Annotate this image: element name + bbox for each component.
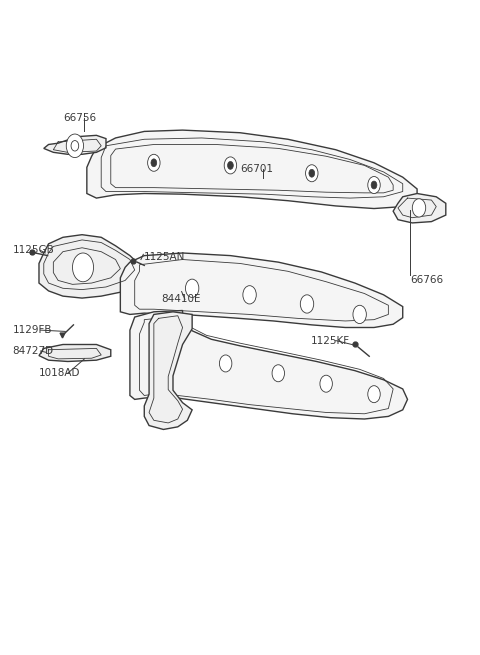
Polygon shape [144,312,192,430]
Circle shape [306,165,318,181]
Circle shape [219,355,232,372]
Circle shape [368,386,380,403]
Circle shape [320,375,332,392]
Polygon shape [39,345,111,362]
Circle shape [300,295,314,313]
Circle shape [151,159,157,167]
Polygon shape [44,136,106,155]
Polygon shape [39,234,144,298]
Polygon shape [130,310,408,419]
Text: 66701: 66701 [240,164,273,174]
Text: 1125KF: 1125KF [311,335,350,346]
Text: 1125AN: 1125AN [144,252,185,262]
Circle shape [148,155,160,172]
Circle shape [243,286,256,304]
Circle shape [224,157,237,174]
Circle shape [272,365,285,382]
Text: 66766: 66766 [410,276,443,286]
Text: 84410E: 84410E [161,294,201,305]
Circle shape [66,134,84,158]
Circle shape [371,181,377,189]
Circle shape [72,253,94,282]
Polygon shape [393,193,446,223]
Circle shape [412,198,426,217]
Text: 84727D: 84727D [12,346,54,356]
Circle shape [353,305,366,324]
Polygon shape [87,130,417,208]
Circle shape [71,141,79,151]
Text: 1129FB: 1129FB [12,325,52,335]
Text: 1125GB: 1125GB [12,246,54,255]
Circle shape [368,176,380,193]
Circle shape [309,170,315,177]
Circle shape [185,279,199,297]
Text: 66756: 66756 [63,113,96,123]
Text: 1018AD: 1018AD [39,368,81,378]
Polygon shape [120,253,403,328]
Circle shape [228,162,233,170]
